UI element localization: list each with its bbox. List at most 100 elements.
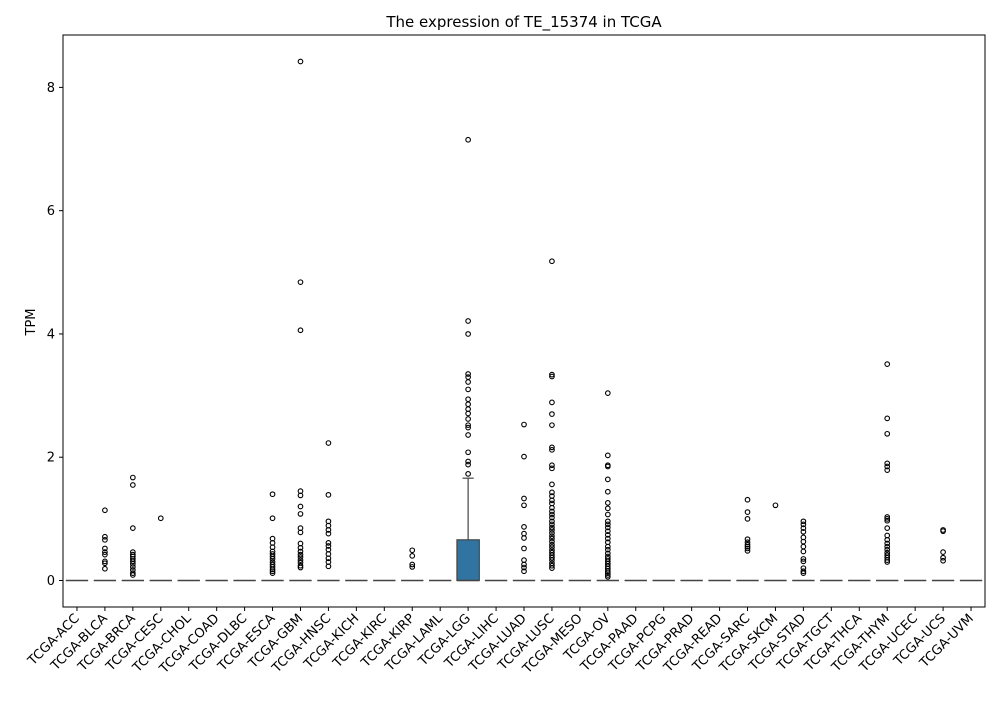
outlier-point [549,562,555,569]
outlier-point [800,570,807,576]
outlier-point [800,521,807,528]
outlier-point [800,548,807,555]
outlier-point [465,396,471,403]
outlier-point [549,462,555,469]
outlier-point [549,521,555,528]
outlier-point [465,416,471,422]
outlier-point [521,421,527,428]
outlier-point [465,379,471,385]
box-group [764,502,787,582]
outlier-point [269,570,276,576]
outlier-point [325,440,332,446]
box-group [261,491,284,582]
outlier-point [800,528,807,535]
outlier-point [102,551,108,558]
outlier-point [269,553,276,560]
outlier-point [549,541,555,548]
box-group [931,527,955,582]
outlier-point [744,541,751,548]
outlier-point [325,563,332,570]
outlier-point [604,546,611,553]
box-group [512,421,536,582]
outlier-point [604,568,611,575]
outlier-point [549,373,555,380]
outlier-point [884,525,891,531]
outlier-point [549,508,555,515]
y-tick-label: 6 [47,204,55,219]
outlier-point [102,565,108,572]
outlier-point [521,564,527,571]
outlier-point [521,495,527,502]
outlier-point [102,545,108,552]
outlier-point [800,568,807,575]
outlier-point [549,411,555,417]
box-group [596,390,619,582]
outlier-point [409,552,416,559]
outlier-point [884,557,891,564]
outlier-point [297,557,304,564]
outlier-point [297,562,304,569]
outlier-point [884,467,891,474]
outlier-point [549,557,555,564]
outlier-point [800,518,807,525]
outlier-point [549,518,555,525]
outlier-point [800,525,807,531]
outlier-point [549,444,555,451]
outlier-point [297,58,304,65]
outlier-point [549,533,555,539]
outlier-point [884,463,891,470]
y-tick-label: 4 [47,327,55,342]
outlier-point [465,401,471,408]
outlier-point [409,564,416,570]
outlier-point [884,516,891,522]
outlier-point [521,535,527,541]
outlier-point [465,449,471,456]
box-group [792,518,815,582]
y-tick-label: 0 [47,574,55,589]
outlier-point [940,554,946,561]
outlier-point [604,573,611,580]
box-group [289,58,312,582]
axes-frame [62,34,986,608]
outlier-point [102,533,108,540]
outlier-point [604,476,611,483]
outlier-point [884,514,891,520]
y-axis: 0 2 4 6 8 [47,81,63,589]
outlier-point [465,458,471,465]
outlier-point [884,460,891,467]
box-group [736,496,759,582]
outlier-point [297,551,304,558]
outlier-point [549,497,555,504]
outlier-point [744,548,751,554]
outlier-point [604,532,611,538]
outlier-point [549,489,555,496]
outlier-point [325,530,332,537]
outlier-point [549,538,555,545]
outlier-point [549,535,555,542]
outlier-point [800,543,807,550]
outlier-point [465,422,471,429]
outlier-point [884,361,891,367]
outlier-point [604,543,611,550]
outlier-point [884,546,891,553]
y-tick-label: 8 [47,81,55,96]
outlier-point [129,525,136,531]
outlier-point [940,549,946,555]
outlier-point [604,511,611,518]
box-group [93,507,117,582]
outlier-point [269,491,276,498]
outlier-point [604,524,611,531]
outlier-point [549,544,555,551]
box-group [121,474,145,582]
outlier-point [884,415,891,422]
outlier-point [129,558,136,565]
y-axis-label: TPM [24,309,39,337]
outlier-point [269,566,276,573]
outlier-point [129,474,136,481]
outlier-point [772,502,779,509]
outlier-point [297,564,304,571]
outlier-point [297,511,304,517]
y-tick-label: 2 [47,451,55,466]
outlier-point [129,561,136,567]
